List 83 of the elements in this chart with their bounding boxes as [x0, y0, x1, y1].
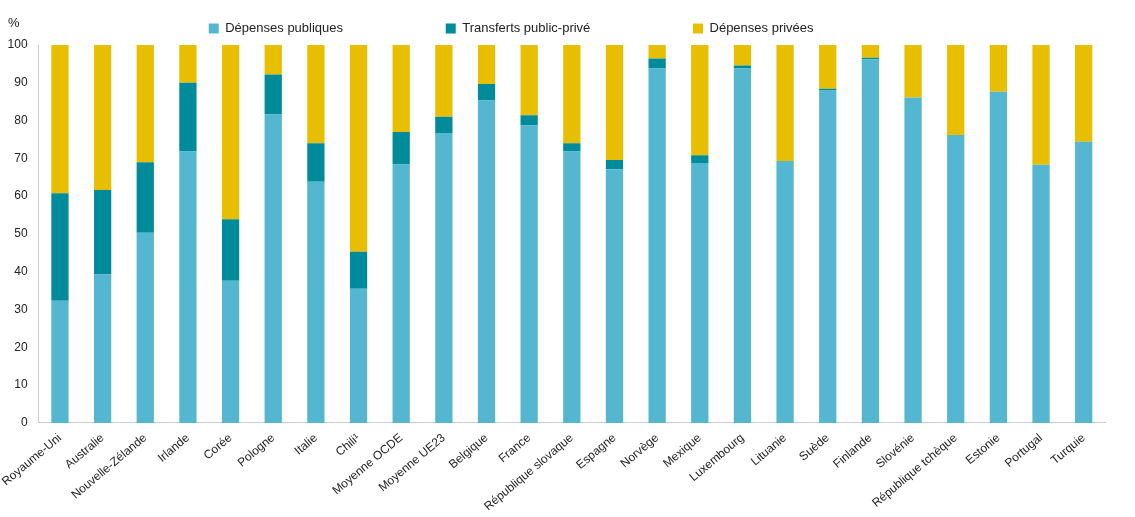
bar	[392, 45, 410, 132]
legend-label: Dépenses privées	[709, 20, 901, 36]
bar	[691, 162, 709, 423]
bar	[179, 151, 197, 423]
bar	[861, 45, 880, 58]
bar	[563, 151, 581, 423]
bar	[989, 91, 1007, 423]
bar	[136, 45, 154, 163]
bar	[264, 45, 282, 75]
y-tick-label: 80	[14, 112, 28, 127]
bar	[221, 219, 240, 281]
bar	[520, 45, 538, 116]
y-tick-label: 90	[14, 75, 28, 90]
bar	[605, 159, 624, 170]
bar	[179, 82, 197, 152]
bar	[435, 45, 453, 117]
y-tick-label: 40	[14, 264, 28, 279]
bar	[221, 280, 240, 423]
bar	[51, 45, 69, 194]
bar	[477, 45, 496, 84]
bar	[349, 251, 368, 289]
bar	[691, 45, 709, 156]
bar	[520, 115, 538, 126]
bar	[605, 169, 624, 423]
bar	[691, 155, 709, 163]
y-tick-label: 60	[14, 188, 28, 203]
bar	[520, 125, 538, 423]
bar	[221, 45, 240, 220]
bar	[1032, 164, 1050, 423]
bar	[349, 288, 368, 423]
bar	[733, 65, 752, 69]
y-tick-label: 70	[14, 150, 28, 165]
bar	[435, 116, 453, 134]
bar	[51, 193, 69, 301]
bar	[904, 97, 922, 423]
bar	[819, 89, 837, 423]
bar	[307, 181, 325, 423]
bar	[477, 100, 496, 423]
legend-label: Transferts public-privé	[462, 20, 678, 36]
bar	[136, 162, 154, 233]
bar	[733, 45, 752, 66]
bar	[51, 300, 69, 423]
bar	[563, 45, 581, 144]
bar	[819, 45, 837, 89]
bar	[93, 190, 112, 275]
bar	[136, 232, 154, 423]
bar	[563, 143, 581, 152]
bar	[392, 164, 410, 423]
bar	[307, 143, 325, 182]
bar	[264, 114, 282, 423]
y-tick-label: 100	[7, 37, 28, 52]
bar	[349, 45, 368, 252]
bar	[904, 45, 922, 98]
y-tick-label: 50	[14, 226, 28, 241]
y-axis-title: %	[8, 14, 20, 30]
bar	[648, 45, 666, 59]
bar	[648, 68, 666, 423]
bar	[1075, 45, 1093, 142]
bar	[947, 45, 965, 135]
bar	[861, 59, 880, 423]
bar	[392, 131, 410, 165]
bar	[93, 274, 112, 423]
bar	[947, 134, 965, 423]
bar	[477, 83, 496, 101]
bar	[1075, 141, 1093, 423]
bar	[179, 45, 197, 83]
y-tick-label: 30	[14, 301, 28, 316]
bar	[733, 68, 752, 423]
bar	[435, 133, 453, 423]
bar	[648, 58, 666, 69]
y-tick-label: 10	[14, 377, 28, 392]
y-tick-label: 0	[20, 415, 28, 430]
bar	[776, 45, 794, 162]
bar	[1032, 45, 1050, 165]
x-tick-label: Italie	[291, 430, 321, 458]
legend-label: Dépenses publiques	[225, 20, 430, 36]
bar	[605, 45, 624, 160]
bar	[264, 74, 282, 115]
bar	[93, 45, 112, 191]
y-tick-label: 20	[14, 339, 28, 354]
bar	[776, 161, 794, 423]
bar	[989, 45, 1007, 92]
bar	[307, 45, 325, 144]
